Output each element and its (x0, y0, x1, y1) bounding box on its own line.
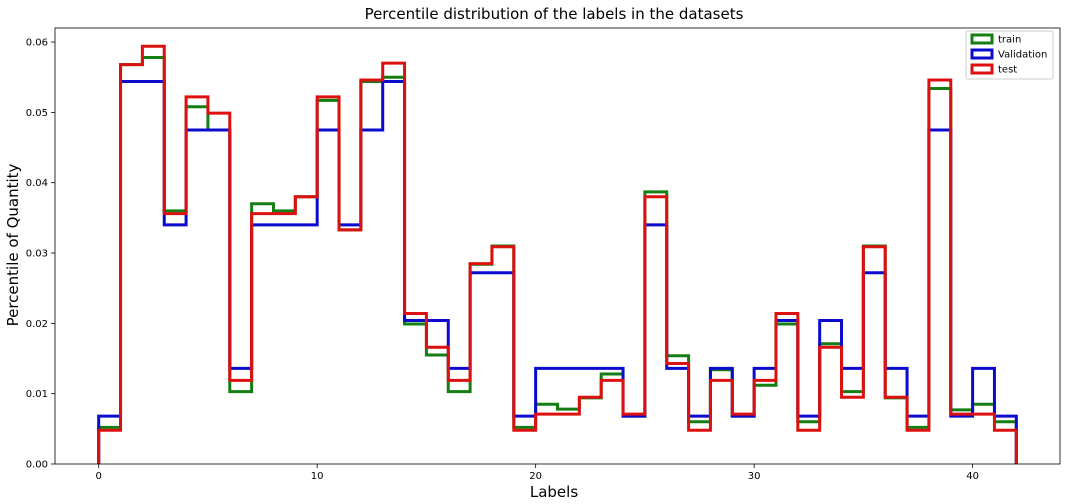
legend-label: test (998, 65, 1017, 76)
legend-swatch (970, 48, 994, 60)
y-tick-label: 0.03 (26, 249, 48, 260)
legend-label: Validation (998, 50, 1047, 61)
legend-swatch (970, 33, 994, 45)
x-tick-label: 30 (748, 471, 761, 482)
y-axis-title: Percentile of Quantity (4, 163, 22, 326)
chart-title: Percentile distribution of the labels in… (365, 5, 744, 23)
x-tick-label: 20 (529, 471, 542, 482)
y-tick-label: 0.06 (26, 38, 48, 49)
y-tick-label: 0.05 (26, 108, 48, 119)
series-test-line (97, 44, 1018, 464)
x-tick-label: 10 (311, 471, 324, 482)
plot-area (97, 44, 1018, 464)
y-tick-label: 0.00 (26, 460, 48, 471)
x-tick-label: 40 (966, 471, 979, 482)
x-tick-label: 0 (96, 471, 102, 482)
x-axis: 0 10 20 30 40 (96, 464, 979, 482)
legend-swatch (970, 63, 994, 75)
x-axis-title: Labels (530, 483, 578, 501)
y-tick-label: 0.04 (26, 178, 48, 189)
y-axis: 0.00 0.01 0.02 0.03 0.04 0.05 0.06 (26, 38, 55, 471)
legend: train Validation test (965, 30, 1054, 80)
y-tick-label: 0.02 (26, 319, 48, 330)
legend-label: train (998, 35, 1021, 46)
y-tick-label: 0.01 (26, 389, 48, 400)
axes-frame (54, 27, 1061, 465)
